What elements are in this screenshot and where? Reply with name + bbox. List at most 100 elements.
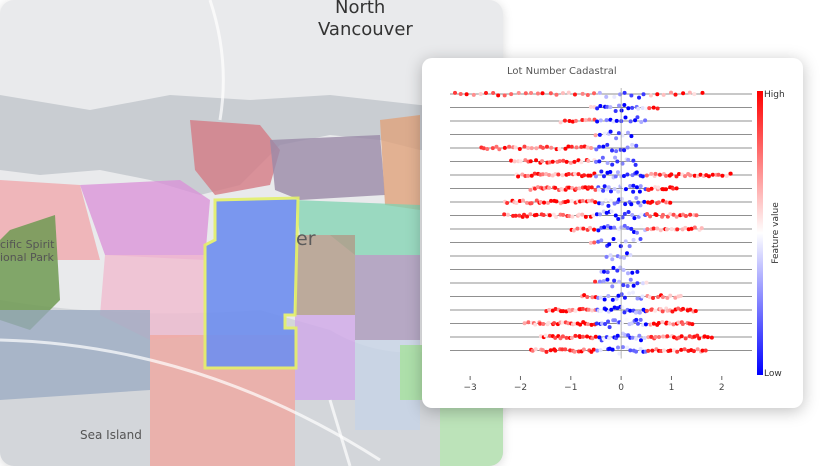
shap-point [588,173,593,178]
shap-point [620,133,625,138]
region-riley-park[interactable] [295,235,355,315]
shap-point [573,118,578,123]
shap-point [529,173,534,178]
shap-point [605,142,610,147]
shap-point [522,321,527,326]
shap-point [560,320,565,325]
shap-point [631,189,636,194]
shap-point [634,336,639,341]
shap-point [590,336,595,341]
shap-point [658,228,663,233]
shap-point [580,117,585,122]
shap-point [533,347,538,352]
shap-point [509,158,514,163]
shap-point [651,321,656,326]
shap-point [610,257,615,262]
shap-point [671,348,676,353]
shap-point [577,186,582,191]
shap-point [656,294,661,299]
shap-point [661,198,666,203]
shap-point [520,198,525,203]
shap-point [600,155,605,160]
shap-point [616,345,621,350]
shap-point [561,309,566,314]
shap-point [616,293,621,298]
shap-point [516,91,521,96]
region-pacific-spirit[interactable] [0,215,60,330]
label-sea-island: Sea Island [80,428,142,442]
shap-point [674,186,679,191]
shap-point [586,158,591,163]
shap-point [655,106,660,111]
region-kensington[interactable] [355,255,420,340]
shap-point [609,307,614,312]
shap-point [572,349,577,354]
shap-point [630,270,635,275]
shap-point [547,172,552,177]
shap-point [614,149,619,154]
shap-point [668,212,673,217]
shap-point [621,173,626,178]
shap-point [522,212,527,217]
shap-point [591,347,596,352]
shap-point [604,210,609,215]
region-strathcona[interactable] [270,135,385,200]
shap-point [598,104,603,109]
shap-point [540,91,545,96]
shap-point [532,186,537,191]
shap-point [680,212,685,217]
shap-point [671,322,676,327]
chart-title: Lot Number Cadastral [507,66,617,77]
shap-point [563,146,568,151]
shap-point [625,145,630,150]
shap-point [621,267,626,272]
map-panel[interactable]: North Vancouver cific Spirit ional Park … [0,0,503,466]
shap-point [634,196,639,201]
shap-point [675,349,680,354]
shap-point [580,212,585,217]
shap-point [607,325,612,330]
shap-point [638,203,643,208]
shap-point [496,93,501,98]
shap-point [622,90,627,95]
shap-point [606,185,611,190]
shap-point [660,320,665,325]
shap-point [529,146,534,151]
shap-point [692,173,697,178]
region-sunset[interactable] [295,315,355,400]
shap-point [522,144,527,149]
region-kerrisdale[interactable] [0,310,150,400]
shap-point [601,336,606,341]
shap-point [625,172,630,177]
shap-point [669,90,674,95]
shap-point [594,147,599,152]
shap-point [617,103,622,108]
shap-point [604,118,609,123]
shap-point [585,295,590,300]
shap-point [724,173,729,178]
shap-point [673,92,678,97]
shap-point [605,104,610,109]
shap-point [694,213,699,218]
region-west-end[interactable] [190,120,280,195]
shap-point [637,310,642,315]
shap-point [597,132,602,137]
shap-point [640,281,645,286]
road-2 [208,0,225,121]
shap-point [681,91,686,96]
shap-point [631,283,636,288]
shap-point [669,172,674,177]
shap-point [626,210,631,215]
map-canvas[interactable] [0,0,503,466]
region-kitsilano[interactable] [80,180,210,260]
region-selected[interactable] [203,196,300,370]
shap-point [640,294,645,299]
shap-point [535,185,540,190]
shap-point [618,147,623,152]
region-hastings[interactable] [380,115,420,210]
shap-point [560,334,565,339]
shap-point [631,183,636,188]
shap-point [630,335,635,340]
region-mount-pleasant[interactable] [295,200,420,255]
shap-point [505,200,510,205]
